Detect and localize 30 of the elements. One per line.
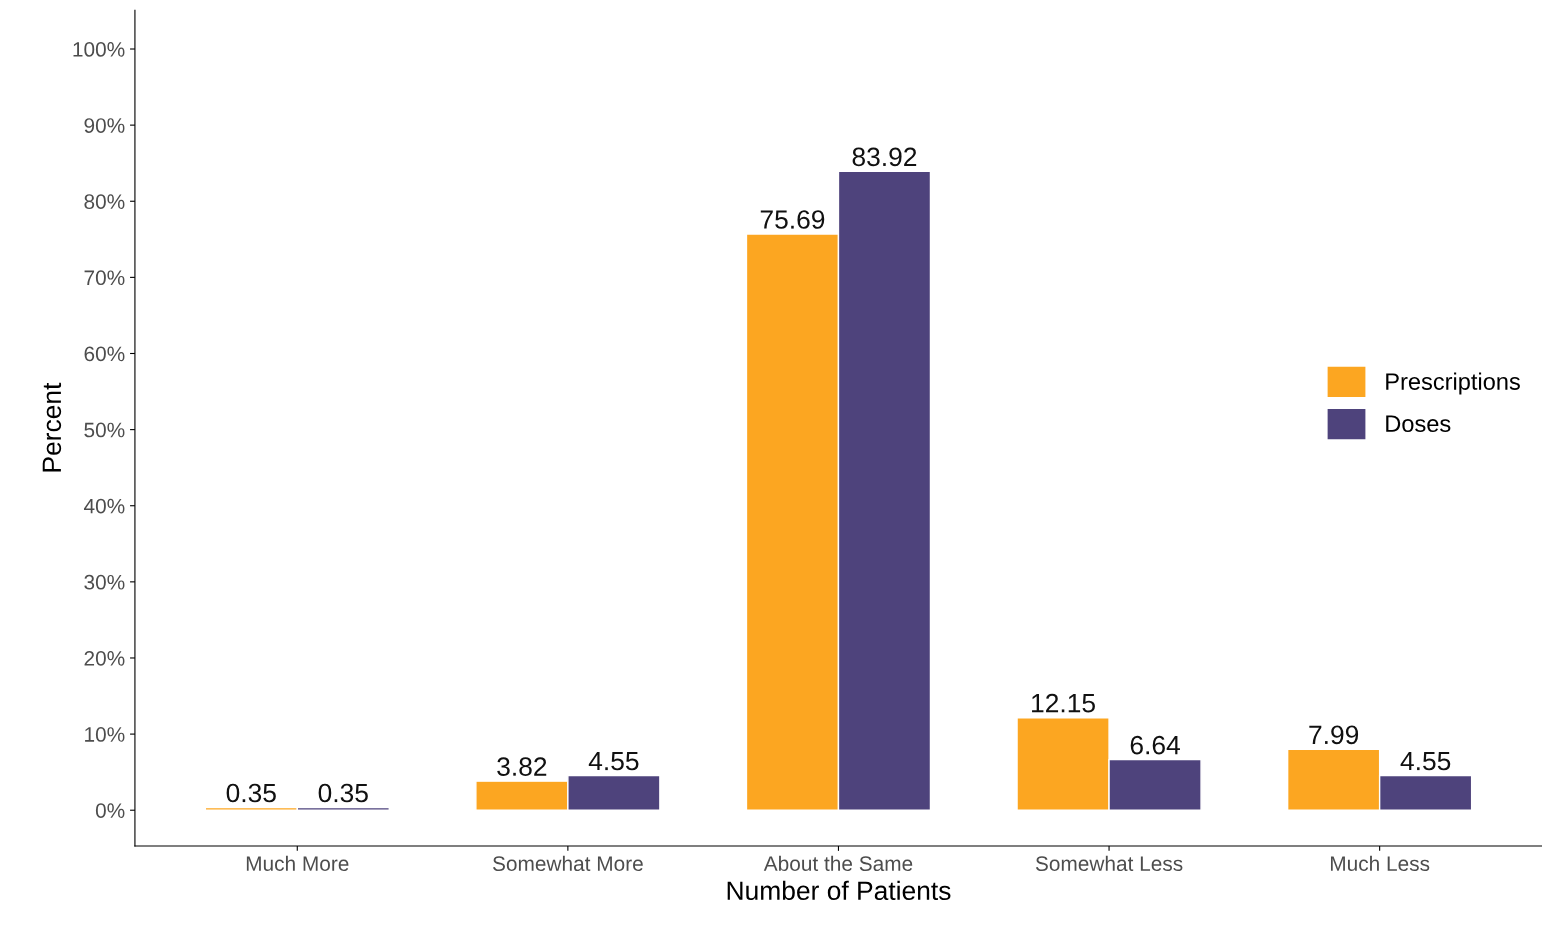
y-tick-label: 10% <box>85 727 125 742</box>
data-label: 83.92 <box>852 147 917 167</box>
x-tick-label: Much More <box>246 855 349 872</box>
x-tick-label: Much Less <box>1330 855 1430 872</box>
data-label: 75.69 <box>760 210 825 229</box>
data-label: 0.35 <box>318 783 368 803</box>
x-tick-label: About the Same <box>763 855 913 872</box>
data-label: 0.35 <box>226 783 276 803</box>
data-label: 7.99 <box>1309 725 1359 745</box>
x-axis-title: Number of Patients <box>727 880 951 901</box>
y-tick-label: 20% <box>84 650 125 666</box>
y-tick-label: 100% <box>73 42 125 57</box>
data-label: 6.64 <box>1130 735 1180 755</box>
x-tick-label: Somewhat Less <box>1035 855 1183 872</box>
data-label: 3.82 <box>497 757 547 776</box>
y-tick-label: 60% <box>84 346 125 362</box>
legend-label: Doses <box>1386 415 1451 433</box>
y-tick-label: 30% <box>84 574 125 590</box>
y-tick-label: 80% <box>84 194 125 209</box>
data-label: 4.55 <box>1400 751 1451 771</box>
legend-label: Prescriptions <box>1386 372 1520 395</box>
y-tick-label: 40% <box>83 498 125 514</box>
y-tick-label: 0% <box>95 803 125 818</box>
y-tick-label: 90% <box>84 118 125 133</box>
y-tick-label: 70% <box>84 270 125 286</box>
data-label: 4.55 <box>588 751 639 771</box>
y-axis-title: Percent <box>42 382 62 472</box>
x-tick-label: Somewhat More <box>492 855 643 872</box>
y-tick-label: 50% <box>84 422 125 438</box>
data-label: 12.15 <box>1032 693 1095 713</box>
